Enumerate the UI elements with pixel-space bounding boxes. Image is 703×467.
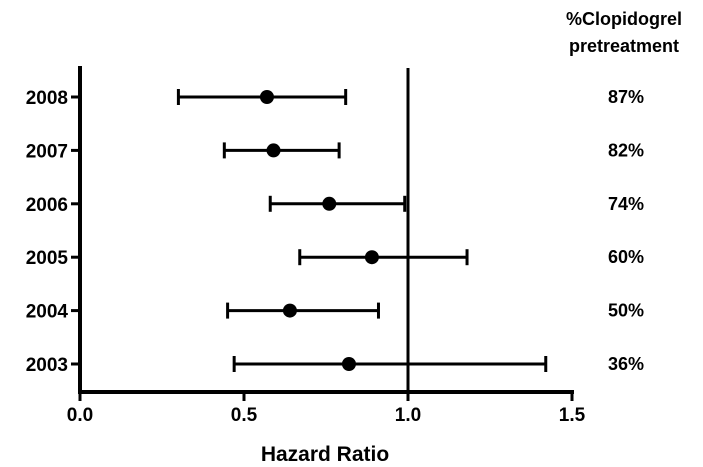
- year-label: 2007: [26, 141, 68, 162]
- column-header: %Clopidogrel pretreatment: [566, 9, 682, 56]
- hazard-ratio-point: [259, 90, 274, 104]
- x-tick-label: 1.5: [559, 405, 586, 426]
- pretreatment-percent: 82%: [608, 140, 644, 160]
- plot-area: 0.0 0.5 1.0 1.5 2008 87% 2007 82% 2006 74% 2005 60%…: [26, 66, 644, 426]
- hazard-ratio-point: [282, 303, 297, 318]
- x-tick-label: 0.5: [231, 405, 258, 426]
- column-header-line-1: %Clopidogrel: [566, 9, 682, 29]
- year-label: 2008: [26, 88, 68, 109]
- pretreatment-percent: 74%: [608, 194, 644, 214]
- forest-row: 2007 82%: [26, 140, 644, 162]
- year-label: 2003: [26, 355, 68, 376]
- year-label: 2004: [26, 302, 69, 323]
- hazard-ratio-point: [266, 143, 281, 158]
- x-axis-title: Hazard Ratio: [261, 443, 389, 466]
- forest-row: 2005 60%: [26, 247, 644, 269]
- x-tick-label: 1.0: [395, 405, 421, 426]
- x-tick-label: 0.0: [67, 405, 93, 426]
- year-label: 2006: [26, 195, 68, 216]
- pretreatment-percent: 36%: [608, 354, 644, 374]
- column-header-line-2: pretreatment: [569, 36, 679, 56]
- pretreatment-percent: 60%: [608, 247, 644, 267]
- pretreatment-percent: 50%: [608, 301, 644, 321]
- hazard-ratio-point: [364, 250, 379, 265]
- forest-row: 2008 87%: [26, 87, 644, 109]
- year-label: 2005: [26, 248, 69, 269]
- forest-row: 2003 36%: [26, 354, 644, 376]
- hazard-ratio-point: [322, 196, 337, 211]
- pretreatment-percent: 87%: [608, 87, 644, 107]
- forest-row: 2004 50%: [26, 301, 644, 323]
- hazard-ratio-point: [341, 357, 356, 371]
- forest-row: 2006 74%: [26, 194, 644, 216]
